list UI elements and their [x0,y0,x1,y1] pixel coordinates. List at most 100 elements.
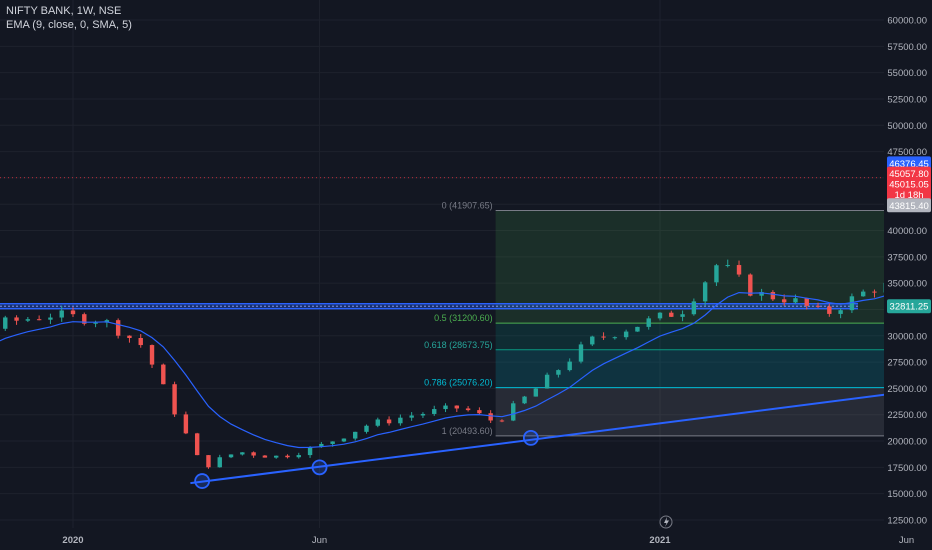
fib-level-label: 0.618 (28673.75) [424,340,493,350]
time-axis[interactable]: 2020Jun2021Jun2022Jun2023Jun2024Jun2025J… [0,528,932,550]
candle-body [115,320,121,336]
grid [0,0,908,528]
fib-level-label: 0.786 (25076.20) [424,378,493,388]
candle-body [488,413,493,421]
candle-body [646,318,651,327]
candle-body [330,441,335,444]
candle-body [849,296,855,311]
candle-body [285,455,290,458]
candle-body [669,312,674,317]
candle-body [465,408,471,411]
candle-body [725,265,730,267]
touch-circle [194,473,211,489]
price-tick-label: 50000.00 [887,121,927,132]
candle-body [341,438,347,442]
candle-body [161,364,166,385]
price-tick-label: 20000.00 [887,437,927,448]
candle-body [3,317,8,329]
horizontal-lines [0,177,932,310]
candle-body [443,405,448,410]
candle-body [127,335,132,338]
candle-body [623,331,629,338]
candle-body [590,336,595,345]
touch-circles [194,429,539,489]
price-tag-box [887,198,931,213]
price-tag-box [887,177,931,192]
price-tick-label: 17500.00 [887,463,927,474]
fib-band [495,387,932,436]
flash-icon-bolt [664,517,669,527]
candle-body [183,414,189,434]
flash-icon[interactable] [659,515,673,529]
price-tick-label: 30000.00 [887,331,927,342]
price-tag-label: 46376.45 [889,159,929,170]
price-tag-box [887,187,931,202]
price-tick-label: 47500.00 [887,147,927,158]
price-tag-label: 43815.40 [889,201,929,212]
price-axis[interactable]: 60000.00 57500.00 55000.00 52500.00 50000.00… [884,0,932,550]
candle-body [251,452,256,456]
price-tag-label: 1d 18h [894,190,923,201]
candle-body [544,374,550,389]
touch-circle [311,459,328,476]
price-tick-label: 25000.00 [887,384,927,395]
candle-body [364,425,369,432]
price-tag-label: 45015.05 [889,180,929,191]
candle-body [827,306,832,314]
price-tick-label: 35000.00 [887,279,927,290]
candle-body [804,298,809,306]
candle-body [432,409,437,414]
candle-body [420,413,426,416]
symbol-title[interactable]: NIFTY BANK, 1W, NSE [6,5,122,17]
candle-body [680,314,685,317]
candle-body [82,314,87,324]
time-axis-bg [0,528,932,550]
candle-body [386,419,392,424]
candle-body [556,370,561,375]
candle-body [273,455,279,458]
candle-body [657,312,663,319]
candle-body [815,305,821,307]
candle-body [194,433,200,456]
candle-body [781,299,787,303]
price-tick-label: 55000.00 [887,68,927,79]
price-tag-label: 45057.80 [889,169,929,180]
candle-body [567,361,572,371]
candle-body [138,337,143,346]
candle-body [872,291,877,293]
candle-body [262,455,268,458]
ema-polyline [0,286,932,449]
candle-body [522,396,527,404]
price-tick-label: 12500.00 [887,516,927,527]
indicator-legend[interactable]: EMA (9, close, 0, SMA, 5) [6,19,132,31]
candle-body [691,301,697,315]
trendline[interactable] [190,83,932,485]
candle-body [759,292,764,296]
fib-level-label: 0.5 (31200.60) [434,313,493,323]
fib-band [495,323,932,350]
candle-body [409,415,414,418]
candle-body [770,292,776,300]
fib-level-label: 1 (20493.60) [442,426,493,436]
fib-band [495,349,932,388]
candle-body [93,322,98,324]
candle-body [59,310,64,318]
candle-body [736,265,742,275]
candle-body [172,384,177,415]
time-tick-label: Jun [312,535,327,546]
candle-body [398,417,403,424]
price-tick-label: 40000.00 [887,226,927,237]
price-tick-label: 22500.00 [887,410,927,421]
price-tick-label: 37500.00 [887,252,927,263]
candle-body [307,447,313,456]
candle-body [149,345,155,365]
candle-body [375,419,380,426]
candle-body [748,274,753,296]
candle-body [25,319,31,321]
time-tick-label: Jun [899,535,914,546]
candle-body [601,336,606,338]
candle-body [714,265,719,283]
rising-trendline [190,387,932,485]
